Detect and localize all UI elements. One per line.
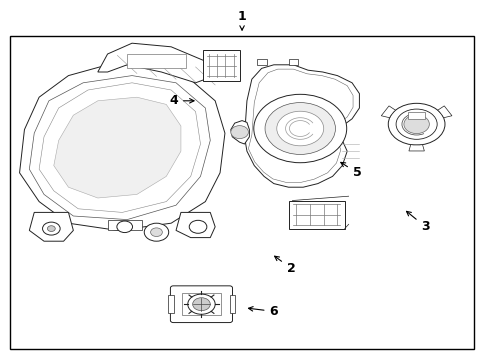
Circle shape bbox=[150, 228, 162, 237]
Circle shape bbox=[264, 103, 335, 154]
Text: 5: 5 bbox=[340, 162, 361, 179]
Circle shape bbox=[253, 94, 346, 163]
Polygon shape bbox=[98, 43, 215, 83]
Bar bbox=[203, 50, 239, 81]
Bar bbox=[182, 293, 221, 315]
Circle shape bbox=[47, 226, 55, 231]
Circle shape bbox=[42, 222, 60, 235]
Bar bbox=[288, 201, 344, 229]
Bar bbox=[127, 54, 185, 68]
Polygon shape bbox=[176, 212, 215, 238]
Polygon shape bbox=[244, 65, 359, 187]
Circle shape bbox=[276, 111, 323, 146]
Bar bbox=[256, 59, 266, 65]
Circle shape bbox=[387, 103, 444, 145]
Circle shape bbox=[144, 223, 168, 241]
Text: 4: 4 bbox=[169, 94, 194, 107]
Circle shape bbox=[192, 298, 210, 311]
Bar bbox=[168, 295, 174, 313]
Circle shape bbox=[117, 221, 132, 233]
Bar bbox=[229, 295, 235, 313]
Bar bbox=[288, 59, 298, 65]
Text: 2: 2 bbox=[274, 256, 295, 275]
Circle shape bbox=[395, 109, 436, 139]
Polygon shape bbox=[29, 76, 210, 220]
Bar bbox=[407, 112, 425, 119]
Polygon shape bbox=[437, 106, 451, 118]
Circle shape bbox=[403, 115, 428, 134]
Text: 1: 1 bbox=[237, 10, 246, 30]
Polygon shape bbox=[230, 121, 249, 144]
Polygon shape bbox=[29, 212, 73, 241]
Bar bbox=[107, 220, 142, 230]
Polygon shape bbox=[54, 97, 181, 198]
Bar bbox=[10, 36, 473, 349]
Polygon shape bbox=[408, 145, 424, 151]
Polygon shape bbox=[20, 65, 224, 230]
Circle shape bbox=[189, 220, 206, 233]
Text: 3: 3 bbox=[406, 211, 429, 233]
Circle shape bbox=[187, 294, 215, 314]
FancyBboxPatch shape bbox=[170, 286, 232, 323]
Text: 6: 6 bbox=[248, 305, 278, 318]
Circle shape bbox=[230, 126, 248, 139]
Polygon shape bbox=[381, 106, 395, 118]
